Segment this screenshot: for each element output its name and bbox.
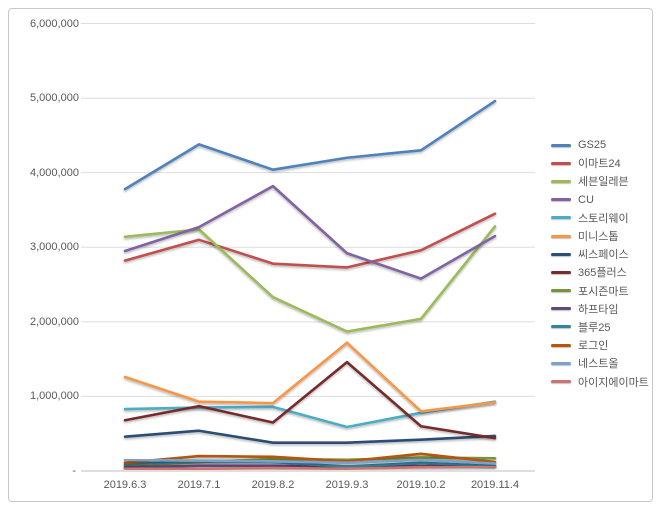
legend-line-swatch	[551, 270, 571, 274]
legend-item-GS25: GS25	[551, 136, 649, 154]
legend-label: 씨스페이스	[578, 249, 629, 262]
series-lines	[123, 99, 497, 471]
legend-line-swatch	[551, 161, 571, 165]
legend-item-이마트24: 이마트24	[551, 154, 649, 172]
legend-label: 아이지에이마트	[578, 376, 649, 389]
chart-frame	[8, 8, 653, 502]
series-line-미니스톱	[123, 341, 497, 413]
series-line-CU	[123, 184, 497, 280]
legend-item-블루25: 블루25	[551, 318, 649, 336]
legend-label: CU	[578, 193, 594, 206]
y-tick-label: -	[72, 465, 76, 477]
series-line-하프타임	[123, 463, 497, 469]
legend-item-365플러스: 365플러스	[551, 263, 649, 281]
legend-label: 365플러스	[578, 267, 627, 280]
series-line-365플러스	[123, 360, 497, 440]
y-tick-label: 6,000,000	[30, 17, 79, 30]
legend-label: GS25	[578, 139, 607, 152]
series-line-씨스페이스	[123, 429, 497, 444]
x-tick-label: 2019.9.3	[325, 479, 369, 491]
gridlines	[81, 23, 535, 472]
legend-label: 네스트올	[578, 358, 619, 371]
series-line-GS25	[123, 99, 497, 191]
legend-item-세븐일레븐: 세븐일레븐	[551, 172, 649, 190]
legend-line-swatch	[551, 216, 571, 220]
legend-label: 미니스톱	[578, 231, 619, 244]
legend-line-swatch	[551, 289, 571, 293]
series-line-이마트24	[123, 212, 497, 269]
legend-label: 포시즌마트	[578, 285, 629, 298]
legend-line-swatch	[551, 380, 571, 384]
series-line-로그인	[123, 452, 497, 465]
legend-line-swatch	[551, 307, 571, 311]
legend-item-포시즌마트: 포시즌마트	[551, 282, 649, 300]
legend-item-하프타임: 하프타임	[551, 300, 649, 318]
x-tick-label: 2019.8.2	[251, 479, 295, 491]
legend-label: 이마트24	[578, 158, 621, 171]
legend-item-스토리웨이: 스토리웨이	[551, 209, 649, 227]
legend-label: 블루25	[578, 321, 611, 334]
legend-line-swatch	[551, 179, 571, 183]
legend-item-로그인: 로그인	[551, 336, 649, 354]
y-tick-label: 3,000,000	[30, 241, 79, 254]
y-tick-label: 5,000,000	[30, 92, 79, 105]
legend-label: 세븐일레븐	[578, 176, 629, 189]
legend-item-미니스톱: 미니스톱	[551, 227, 649, 245]
legend-item-네스트올: 네스트올	[551, 354, 649, 372]
legend-item-아이지에이마트: 아이지에이마트	[551, 372, 649, 390]
legend-item-씨스페이스: 씨스페이스	[551, 245, 649, 263]
x-tick-label: 2019.7.1	[177, 479, 221, 491]
legend-line-swatch	[551, 361, 571, 365]
x-tick-label: 2019.10.2	[396, 479, 446, 491]
x-tick-label: 2019.6.3	[103, 479, 147, 491]
legend-line-swatch	[551, 143, 571, 147]
y-tick-label: 1,000,000	[30, 390, 79, 403]
legend-line-swatch	[551, 325, 571, 329]
legend-label: 스토리웨이	[578, 212, 629, 225]
series-line-블루25	[123, 460, 497, 468]
x-tick-label: 2019.11.4	[470, 479, 520, 491]
series-line-아이지에이마트	[123, 465, 497, 471]
legend-line-swatch	[551, 198, 571, 202]
legend-item-CU: CU	[551, 191, 649, 209]
y-tick-label: 4,000,000	[30, 166, 79, 179]
series-line-스토리웨이	[123, 400, 497, 429]
legend-line-swatch	[551, 234, 571, 238]
legend-line-swatch	[551, 343, 571, 347]
legend-label: 하프타임	[578, 303, 619, 316]
legend-line-swatch	[551, 252, 571, 256]
legend-label: 로그인	[578, 340, 609, 353]
y-tick-label: 2,000,000	[30, 315, 79, 328]
series-line-네스트올	[123, 458, 497, 465]
